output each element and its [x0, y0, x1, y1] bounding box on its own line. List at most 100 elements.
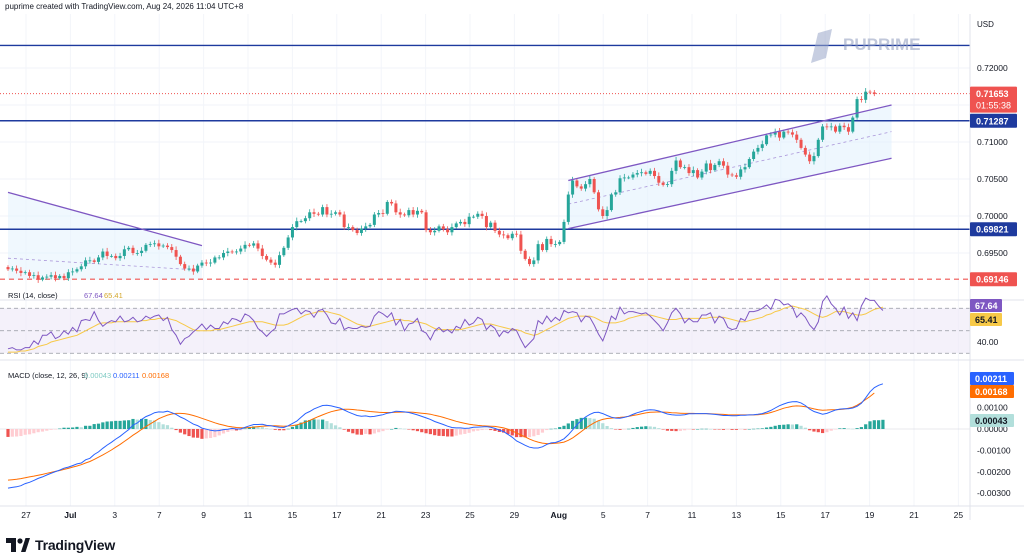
candle-body[interactable] — [32, 275, 36, 276]
candle-body[interactable] — [165, 245, 169, 248]
candle-body[interactable] — [773, 131, 777, 135]
candle-body[interactable] — [687, 167, 691, 174]
candle-body[interactable] — [105, 251, 109, 256]
candle-body[interactable] — [747, 159, 751, 168]
candle-body[interactable] — [97, 257, 101, 262]
candle-body[interactable] — [407, 210, 411, 216]
candle-body[interactable] — [726, 165, 730, 175]
candle-body[interactable] — [786, 131, 790, 133]
candle-body[interactable] — [45, 276, 49, 278]
candle-body[interactable] — [540, 244, 544, 251]
candle-body[interactable] — [433, 230, 437, 233]
candle-body[interactable] — [170, 247, 174, 251]
candle-body[interactable] — [812, 156, 816, 162]
candle-body[interactable] — [299, 221, 303, 222]
candle-body[interactable] — [782, 131, 786, 138]
candle-body[interactable] — [19, 270, 23, 273]
candle-body[interactable] — [769, 134, 773, 136]
candle-body[interactable] — [515, 233, 519, 235]
candle-body[interactable] — [596, 192, 600, 210]
candle-body[interactable] — [368, 224, 372, 227]
candle-body[interactable] — [140, 250, 144, 253]
candle-body[interactable] — [36, 275, 40, 280]
candle-body[interactable] — [691, 170, 695, 174]
candle-body[interactable] — [450, 227, 454, 233]
candle-body[interactable] — [355, 230, 359, 234]
candle-body[interactable] — [678, 160, 682, 168]
candle-body[interactable] — [855, 99, 859, 118]
candle-body[interactable] — [415, 210, 419, 215]
candle-body[interactable] — [846, 127, 850, 132]
candle-body[interactable] — [528, 258, 532, 265]
candle-body[interactable] — [239, 248, 243, 252]
candle-body[interactable] — [609, 194, 613, 211]
candle-body[interactable] — [459, 221, 463, 224]
macd-pane[interactable] — [0, 359, 1024, 489]
candle-body[interactable] — [161, 245, 165, 247]
candle-body[interactable] — [217, 257, 221, 259]
candle-body[interactable] — [510, 233, 514, 239]
candle-body[interactable] — [342, 214, 346, 228]
candle-body[interactable] — [290, 227, 294, 238]
candle-body[interactable] — [256, 243, 260, 249]
candle-body[interactable] — [187, 268, 191, 270]
candle-body[interactable] — [441, 226, 445, 230]
candle-body[interactable] — [549, 238, 553, 245]
candle-body[interactable] — [674, 160, 678, 171]
candle-body[interactable] — [213, 257, 217, 263]
candle-body[interactable] — [713, 164, 717, 171]
candle-body[interactable] — [178, 256, 182, 265]
candle-body[interactable] — [842, 125, 846, 128]
candle-body[interactable] — [411, 210, 415, 215]
candle-body[interactable] — [829, 126, 833, 128]
candle-body[interactable] — [157, 243, 161, 247]
candle-body[interactable] — [338, 212, 342, 215]
candle-body[interactable] — [394, 203, 398, 213]
candle-body[interactable] — [247, 244, 251, 246]
channel-line[interactable] — [568, 157, 892, 230]
candle-body[interactable] — [868, 91, 872, 93]
descending-trend-line[interactable] — [7, 191, 203, 247]
candle-body[interactable] — [424, 212, 428, 231]
candle-body[interactable] — [467, 216, 471, 225]
candle-body[interactable] — [282, 247, 286, 256]
candle-body[interactable] — [622, 177, 626, 179]
candle-body[interactable] — [721, 161, 725, 166]
candle-body[interactable] — [700, 171, 704, 178]
candle-body[interactable] — [243, 244, 247, 249]
candle-body[interactable] — [308, 212, 312, 219]
candle-body[interactable] — [226, 251, 230, 253]
candle-body[interactable] — [661, 182, 665, 185]
candle-body[interactable] — [84, 260, 88, 267]
candle-body[interactable] — [196, 265, 200, 272]
candle-body[interactable] — [204, 262, 208, 264]
candle-body[interactable] — [799, 139, 803, 148]
candle-body[interactable] — [135, 253, 139, 254]
candle-body[interactable] — [398, 212, 402, 215]
candle-body[interactable] — [114, 255, 118, 259]
candle-body[interactable] — [191, 268, 195, 272]
candle-body[interactable] — [484, 216, 488, 228]
candle-body[interactable] — [476, 213, 480, 217]
candle-body[interactable] — [644, 172, 648, 174]
candle-body[interactable] — [640, 172, 644, 174]
candle-body[interactable] — [717, 161, 721, 165]
candle-body[interactable] — [502, 234, 506, 236]
candle-body[interactable] — [657, 176, 661, 183]
candle-body[interactable] — [851, 117, 855, 132]
candle-body[interactable] — [122, 249, 126, 256]
candle-body[interactable] — [79, 266, 83, 270]
candle-body[interactable] — [566, 194, 570, 222]
candle-body[interactable] — [765, 135, 769, 145]
candle-body[interactable] — [756, 147, 760, 152]
candle-body[interactable] — [536, 244, 540, 261]
candle-body[interactable] — [605, 210, 609, 216]
candle-body[interactable] — [571, 180, 575, 195]
candle-body[interactable] — [743, 167, 747, 170]
candle-body[interactable] — [222, 253, 225, 258]
rsi-line[interactable] — [7, 294, 884, 351]
candle-body[interactable] — [601, 209, 605, 216]
candle-body[interactable] — [760, 144, 764, 148]
candle-body[interactable] — [183, 264, 187, 269]
